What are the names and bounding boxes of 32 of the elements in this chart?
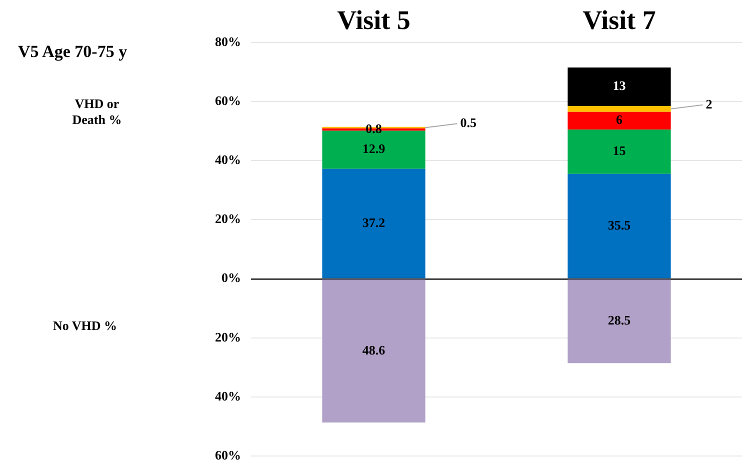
data-label: 35.5	[608, 217, 632, 232]
data-label: 6	[616, 112, 623, 128]
text: V5 Age 70-75 y	[18, 42, 128, 62]
bar	[568, 130, 671, 174]
bar	[322, 279, 426, 423]
y-tick-label: 60%	[215, 448, 241, 463]
y-tick-label: 20%	[215, 329, 241, 344]
y-tick-label: 80%	[215, 34, 241, 49]
text: VHD or Death %	[71, 96, 123, 128]
y-tick-label: 60%	[215, 92, 241, 108]
data-label: 12.9	[362, 141, 386, 156]
bar	[568, 68, 671, 106]
y-tick-label: 40%	[215, 152, 241, 167]
data-label: 0.5	[460, 115, 478, 130]
data-label: 15	[612, 143, 626, 158]
y-tick-label: 20%	[215, 211, 241, 226]
bar	[568, 174, 671, 278]
x-tick-label: Visit 5	[337, 5, 410, 36]
bar	[568, 279, 671, 364]
bar	[568, 112, 671, 130]
bar	[568, 106, 671, 112]
bar	[322, 168, 426, 278]
text: No VHD %	[52, 318, 118, 334]
annotation: 48.6	[362, 342, 386, 358]
x-tick-label: Visit 7	[582, 5, 656, 36]
data-label: 2	[706, 96, 712, 112]
data-label: 0.8	[366, 120, 382, 136]
y-tick-label: 0%	[222, 270, 241, 286]
data-label: 13	[612, 78, 626, 94]
annotation: 28.5	[608, 312, 632, 328]
y-tick-label: 40%	[215, 388, 241, 404]
data-label: 37.2	[362, 214, 386, 230]
